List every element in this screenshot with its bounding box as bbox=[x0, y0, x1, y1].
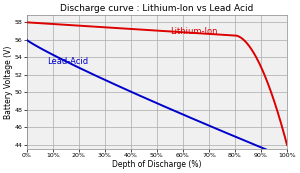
Text: Lithium-Ion: Lithium-Ion bbox=[170, 27, 218, 36]
Text: Lead-Acid: Lead-Acid bbox=[47, 57, 89, 66]
Title: Discharge curve : Lithium-Ion vs Lead Acid: Discharge curve : Lithium-Ion vs Lead Ac… bbox=[60, 4, 253, 13]
Y-axis label: Battery Voltage (V): Battery Voltage (V) bbox=[4, 46, 13, 119]
X-axis label: Depth of Discharge (%): Depth of Discharge (%) bbox=[112, 160, 202, 169]
